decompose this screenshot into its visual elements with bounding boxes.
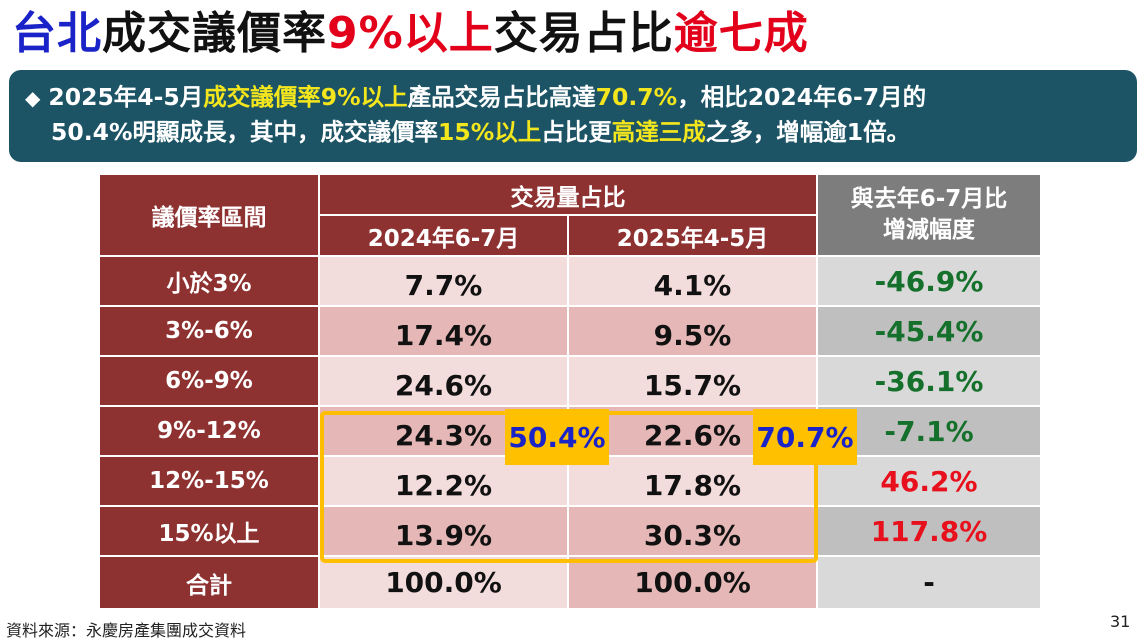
row-label: 3%-6% xyxy=(100,307,318,355)
summary-text: 產品交易占比高達 xyxy=(407,83,596,111)
cell-2025: 9.5% xyxy=(569,307,816,355)
summary-highlight-third: 高達三成 xyxy=(611,118,706,146)
cell-2024: 7.7% xyxy=(320,257,567,305)
row-label: 9%-12% xyxy=(100,407,318,455)
cell-change-increase: 117.8% xyxy=(818,507,1040,555)
slide-title: 台北成交議價率9%以上交易占比逾七成 xyxy=(12,4,809,64)
page-number: 31 xyxy=(1110,612,1131,631)
cell-2024: 17.4% xyxy=(320,307,567,355)
cell-2025: 17.8% xyxy=(569,457,816,505)
header-period-2024: 2024年6-7月 xyxy=(320,216,567,255)
diamond-bullet-icon: ◆ xyxy=(25,86,41,110)
summary-line-2: 50.4%明顯成長，其中，成交議價率15%以上占比更高達三成之多，增幅逾1倍。 xyxy=(25,115,1121,149)
highlight-tag-2025: 70.7% xyxy=(753,409,857,465)
summary-box: ◆ 2025年4-5月成交議價率9%以上產品交易占比高達70.7%，相比2024年… xyxy=(9,70,1137,162)
row-label: 12%-15% xyxy=(100,457,318,505)
cell-change-decrease: -36.1% xyxy=(818,357,1040,405)
header-range: 議價率區間 xyxy=(100,175,318,255)
summary-text: 之多，增幅逾1倍。 xyxy=(705,118,911,146)
cell-change-decrease: -45.4% xyxy=(818,307,1040,355)
header-share: 交易量占比 xyxy=(320,175,816,214)
cell-2025-total: 100.0% xyxy=(569,557,816,608)
highlight-tag-2024: 50.4% xyxy=(505,409,609,465)
cell-change-decrease: -46.9% xyxy=(818,257,1040,305)
row-label: 15%以上 xyxy=(100,507,318,555)
summary-period: 2025年4-5月 xyxy=(48,83,204,111)
cell-2025: 4.1% xyxy=(569,257,816,305)
summary-highlight-rate: 成交議價率9%以上 xyxy=(203,83,408,111)
cell-2024-total: 100.0% xyxy=(320,557,567,608)
summary-line-1: ◆ 2025年4-5月成交議價率9%以上產品交易占比高達70.7%，相比2024年… xyxy=(25,80,1121,115)
title-part-seventy: 逾七成 xyxy=(673,8,809,59)
summary-text: 占比更 xyxy=(541,118,612,146)
cell-change-total: - xyxy=(818,557,1040,608)
cell-change-increase: 46.2% xyxy=(818,457,1040,505)
cell-2024: 24.6% xyxy=(320,357,567,405)
cell-2024: 12.2% xyxy=(320,457,567,505)
cell-2025: 15.7% xyxy=(569,357,816,405)
cell-2024: 13.9% xyxy=(320,507,567,555)
title-part-city: 台北 xyxy=(12,8,102,59)
row-label: 小於3% xyxy=(100,257,318,305)
title-part-threshold: 9%以上 xyxy=(327,8,494,59)
title-part-rate: 成交議價率 xyxy=(102,8,327,59)
row-label: 6%-9% xyxy=(100,357,318,405)
summary-text: ，相比2024年6-7月的 xyxy=(677,83,927,111)
summary-highlight-range: 15%以上 xyxy=(438,118,542,146)
summary-highlight-share: 70.7% xyxy=(595,83,678,111)
row-label-total: 合計 xyxy=(100,557,318,608)
source-note: 資料來源：永慶房產集團成交資料 xyxy=(6,621,247,640)
header-period-2025: 2025年4-5月 xyxy=(569,216,816,255)
header-change: 與去年6-7月比 增減幅度 xyxy=(818,175,1040,255)
header-change-line-2: 增減幅度 xyxy=(883,217,975,243)
header-change-line-1: 與去年6-7月比 xyxy=(850,186,1008,212)
title-part-share: 交易占比 xyxy=(493,8,674,59)
cell-2025: 30.3% xyxy=(569,507,816,555)
summary-text: 50.4%明顯成長，其中，成交議價率 xyxy=(51,118,439,146)
